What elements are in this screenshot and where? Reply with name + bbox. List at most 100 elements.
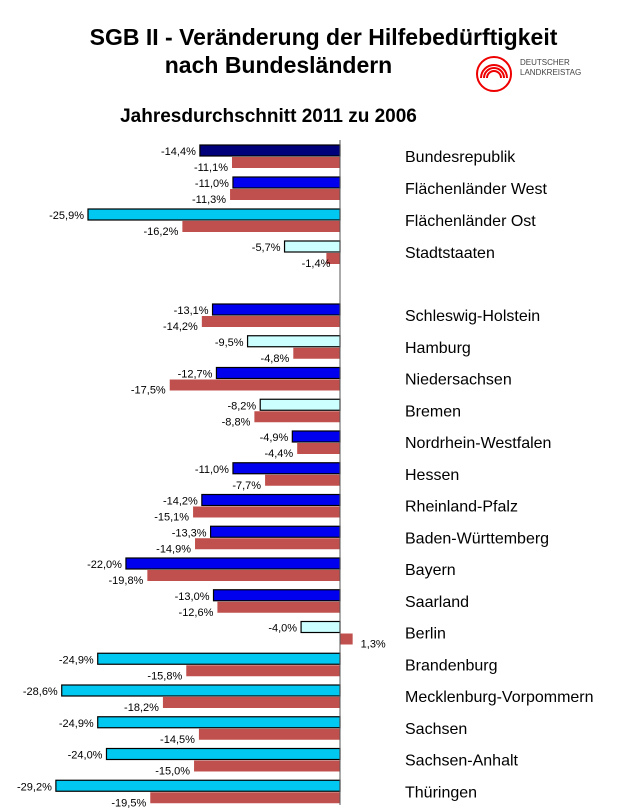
data-label-series1: -4,0% — [268, 623, 297, 635]
data-label-series2: -17,5% — [131, 385, 166, 397]
bar-series2 — [201, 316, 340, 327]
category-label: Bundesrepublik — [405, 149, 516, 166]
bar-series1 — [87, 208, 341, 221]
bar-series2 — [147, 570, 340, 581]
data-label-series2: -11,3% — [192, 194, 226, 206]
logo-arcs-icon — [476, 56, 512, 92]
bar-series1 — [209, 525, 341, 538]
data-label-series1: -24,0% — [68, 750, 103, 762]
category-label: Bremen — [405, 403, 461, 420]
data-label-series2: -15,0% — [155, 766, 190, 778]
data-label-series2: -4,8% — [261, 353, 290, 365]
category-label: Hamburg — [405, 340, 471, 357]
data-label-series2: -8,8% — [222, 416, 251, 428]
data-label-series2: -14,5% — [160, 734, 195, 746]
category-label: Hessen — [405, 467, 459, 484]
bar-series2 — [169, 379, 340, 391]
data-label-series2: -18,2% — [124, 702, 159, 714]
data-label-series1: -13,3% — [172, 527, 207, 539]
category-label: Nordrhein-Westfalen — [405, 435, 551, 452]
data-label-series1: -9,5% — [215, 337, 244, 349]
bar-series2 — [194, 760, 340, 772]
category-label: Thüringen — [405, 784, 477, 801]
bar-series1 — [291, 430, 341, 443]
data-label-series2: 1,3% — [361, 639, 386, 651]
category-label: Niedersachsen — [405, 372, 512, 389]
landkreistag-logo: DEUTSCHER LANDKREISTAG — [474, 54, 604, 94]
category-label: Sachsen — [405, 721, 467, 738]
bar-series2 — [195, 538, 340, 550]
data-label-series1: -4,9% — [260, 432, 289, 444]
data-label-series1: -13,1% — [174, 305, 209, 317]
chart-subtitle: Jahresdurchschnitt 2011 zu 2006 — [120, 106, 417, 127]
data-label-series1: -5,7% — [252, 242, 281, 254]
bar-series2 — [230, 189, 340, 200]
bar-series2 — [162, 697, 340, 708]
bar-series1 — [199, 144, 341, 157]
bar-series2 — [340, 633, 353, 645]
data-label-series1: -24,9% — [59, 718, 94, 730]
data-label-series2: -14,2% — [163, 321, 198, 333]
data-label-series1: -11,0% — [195, 178, 229, 190]
bar-series2 — [254, 411, 340, 423]
bar-series1 — [212, 589, 341, 602]
bar-series1 — [259, 398, 341, 411]
bar-series1 — [125, 557, 341, 570]
data-label-series1: -8,2% — [227, 400, 256, 412]
data-label-series1: -22,0% — [87, 559, 122, 571]
bar-series2 — [193, 506, 340, 518]
bar-series1 — [211, 303, 341, 316]
category-label: Flächenländer West — [405, 181, 548, 198]
bar-series2 — [182, 221, 340, 232]
data-label-series1: -13,0% — [175, 591, 210, 603]
bar-series1 — [55, 779, 341, 792]
data-label-series2: -16,2% — [144, 226, 179, 238]
bar-series1 — [246, 335, 341, 348]
category-label: Mecklenburg-Vorpommern — [405, 689, 594, 706]
data-label-series1: -24,9% — [59, 654, 94, 666]
data-label-series2: -4,4% — [264, 448, 293, 460]
data-label-series1: -29,2% — [17, 781, 52, 793]
bar-series2 — [150, 792, 340, 804]
data-label-series2: -14,9% — [156, 543, 191, 555]
bar-series1 — [232, 462, 341, 475]
category-label: Brandenburg — [405, 657, 498, 674]
bar-series1 — [105, 747, 341, 761]
bar-series1 — [232, 176, 341, 189]
category-label: Flächenländer Ost — [405, 213, 536, 230]
category-label: Baden-Württemberg — [405, 530, 549, 547]
chart-title-line2: nach Bundesländern — [164, 52, 393, 78]
data-label-series2: -7,7% — [232, 480, 261, 492]
data-label-series1: -28,6% — [23, 686, 58, 698]
bar-series1 — [97, 652, 341, 665]
data-label-series2: -15,1% — [154, 512, 189, 524]
data-label-series2: -19,5% — [111, 797, 146, 809]
bar-series2 — [186, 665, 340, 677]
category-label: Sachsen-Anhalt — [405, 753, 519, 770]
bar-series2 — [198, 728, 340, 740]
category-label: Bayern — [405, 562, 456, 579]
bar-series2 — [297, 443, 340, 454]
bar-series1 — [61, 684, 341, 697]
bar-series1 — [283, 240, 341, 253]
bar-series2 — [231, 157, 340, 168]
data-label-series1: -14,2% — [163, 496, 198, 508]
data-label-series1: -12,7% — [178, 369, 213, 381]
data-label-series2: -15,8% — [147, 670, 182, 682]
category-label: Schleswig-Holstein — [405, 308, 540, 325]
bar-series1 — [97, 716, 341, 729]
chart-title: SGB II - Veränderung der Hilfebedürftigk… — [89, 24, 558, 50]
category-label: Rheinland-Pfalz — [405, 499, 518, 516]
data-label-series2: -11,1% — [194, 162, 228, 174]
bar-series1 — [201, 493, 341, 507]
category-label: Berlin — [405, 626, 446, 643]
logo-text-2: LANDKREISTAG — [520, 68, 582, 77]
data-label-series1: -25,9% — [49, 210, 84, 222]
data-label-series2: -12,6% — [179, 607, 214, 619]
bar-series1 — [300, 620, 341, 634]
bar-series2 — [217, 601, 340, 613]
data-label-series1: -14,4% — [161, 146, 196, 158]
data-label-series1: -11,0% — [195, 464, 229, 476]
category-label: Stadtstaaten — [405, 245, 495, 262]
